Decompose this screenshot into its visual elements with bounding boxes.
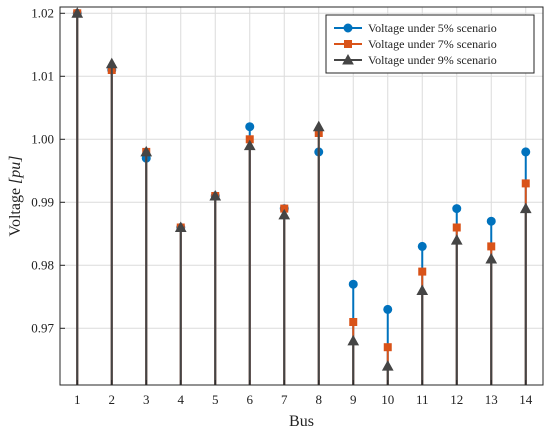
legend-entry: Voltage under 7% scenario [334, 37, 497, 51]
stem-marker [71, 7, 84, 18]
y-tick-label: 0.98 [31, 257, 54, 272]
plot-frame [59, 6, 544, 386]
stem-marker [347, 334, 360, 346]
stem-marker [521, 179, 530, 188]
legend-entry: Voltage under 5% scenario [334, 21, 497, 35]
x-tick-label: 7 [281, 392, 288, 407]
stem-marker [452, 204, 462, 214]
series-3 [71, 7, 532, 385]
stem-marker [349, 318, 358, 326]
stem-marker [417, 241, 427, 251]
legend-marker [342, 53, 354, 65]
stem-marker [521, 147, 531, 157]
x-tick-label: 12 [450, 392, 463, 407]
x-tick-label: 8 [316, 392, 323, 407]
stem-marker [245, 122, 255, 132]
legend-label: Voltage under 5% scenario [368, 21, 497, 35]
x-tick-label: 6 [247, 392, 254, 407]
legend-marker [344, 40, 352, 48]
legend-label: Voltage under 9% scenario [368, 53, 497, 67]
y-tick-label: 1.02 [31, 5, 54, 20]
x-tick-label: 10 [381, 392, 394, 407]
x-tick-label: 9 [350, 392, 357, 407]
stem-series [71, 7, 532, 385]
stem-marker [105, 57, 118, 69]
y-axis-label-unit: [pu] [7, 155, 24, 183]
legend-marker [343, 23, 353, 33]
x-tick-label: 11 [416, 392, 429, 407]
stem-marker [452, 223, 461, 232]
stem-marker [485, 252, 498, 264]
stem-marker [312, 120, 325, 132]
stem-marker [383, 343, 392, 352]
x-tick-label: 3 [143, 392, 150, 407]
x-tick-label: 13 [485, 392, 498, 407]
x-tick-label: 14 [519, 392, 533, 407]
stem-marker [519, 202, 532, 214]
stem-marker [348, 279, 358, 289]
x-tick-label: 4 [178, 392, 185, 407]
stem-marker [278, 208, 291, 220]
legend-label: Voltage under 7% scenario [368, 37, 497, 51]
x-tick-label: 1 [74, 392, 81, 407]
stem-marker [450, 234, 463, 245]
stem-marker [174, 221, 187, 232]
y-tick-label: 0.97 [31, 320, 54, 335]
y-tick-label: 1.00 [31, 131, 54, 146]
stem-marker [243, 139, 256, 151]
y-tick-label: 1.01 [31, 68, 54, 83]
stem-marker [381, 360, 394, 371]
stem-marker [140, 145, 153, 157]
legend: Voltage under 5% scenario Voltage under 7… [325, 14, 535, 74]
stem-marker [487, 242, 496, 251]
stem-marker [209, 189, 222, 201]
y-axis-label: Voltage [pu] [7, 155, 24, 236]
x-tick-label: 2 [109, 392, 116, 407]
stem-marker [416, 284, 429, 295]
y-axis-label-text: Voltage [7, 184, 24, 237]
stem-marker [486, 216, 496, 226]
axis-ticks: 1 2 3 4 5 6 7 8 9 10 11 12 13 140.970.980.991.001.011… [31, 5, 533, 407]
x-axis-label: Bus [289, 413, 314, 430]
legend-entry: Voltage under 9% scenario [334, 53, 497, 67]
stem-marker [383, 304, 393, 314]
stem-marker [418, 267, 427, 276]
y-tick-label: 0.99 [31, 194, 54, 209]
x-tick-label: 5 [212, 392, 219, 407]
